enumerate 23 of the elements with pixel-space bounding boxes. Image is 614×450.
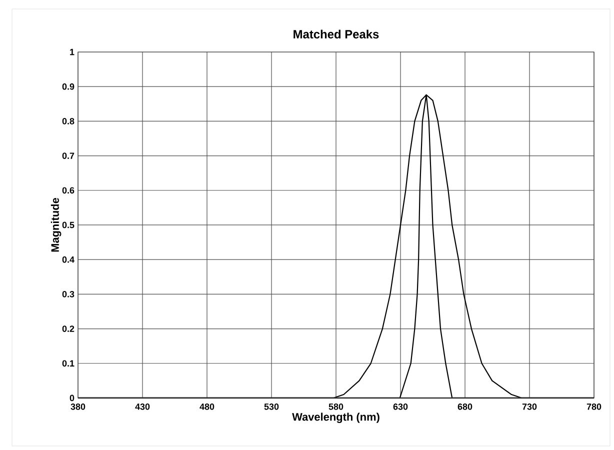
y-tick-label: 0.8 <box>62 118 74 124</box>
y-tick-label: 0.2 <box>62 326 74 332</box>
x-tick-label: 480 <box>200 404 214 410</box>
y-tick-label: 0.5 <box>62 222 74 228</box>
y-tick-label: 0.1 <box>62 360 74 367</box>
x-tick-label: 580 <box>328 404 344 410</box>
y-tick-label: 0.7 <box>62 152 74 159</box>
chart-title: Matched Peaks <box>294 30 379 38</box>
x-tick-label: 430 <box>135 404 150 410</box>
x-tick-label: 780 <box>586 404 602 410</box>
y-tick-label: 0.3 <box>62 291 74 298</box>
x-tick-label: 530 <box>264 404 279 410</box>
y-tick-label: 1 <box>70 48 74 56</box>
x-tick-label: 380 <box>70 404 86 410</box>
x-tick-label: 630 <box>393 404 408 410</box>
x-tick-label: 730 <box>522 404 537 410</box>
y-tick-label: 0 <box>70 394 74 402</box>
y-axis-title: Magnitude <box>50 198 62 252</box>
x-tick-label: 680 <box>458 404 472 410</box>
x-axis-title: Wavelength (nm) <box>292 412 380 423</box>
y-tick-label: 0.6 <box>62 187 74 194</box>
y-tick-label: 0.4 <box>62 256 74 263</box>
y-tick-label: 0.9 <box>62 83 74 90</box>
